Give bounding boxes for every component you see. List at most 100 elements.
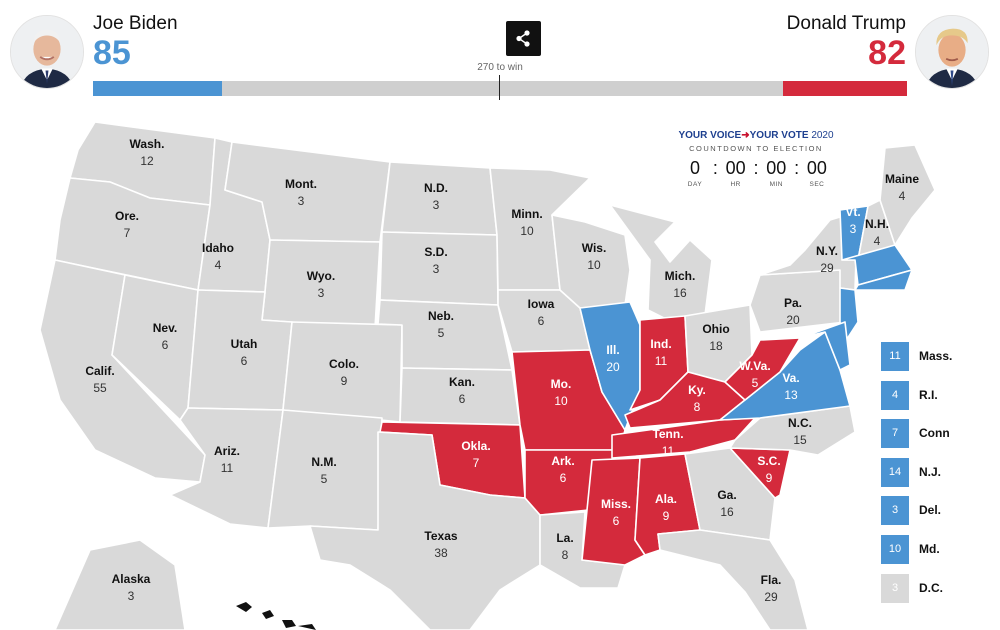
small-state-mass[interactable]: 11 Mass.: [881, 342, 1000, 371]
state-de-md[interactable]: [799, 321, 851, 371]
election-countdown: YOUR VOICE➜YOUR VOTE 2020 COUNTDOWN TO E…: [676, 130, 836, 188]
state-label-ore: Ore.: [115, 209, 139, 223]
small-state-del[interactable]: 3 Del.: [881, 496, 1000, 526]
state-votes-nd: 3: [433, 198, 440, 212]
countdown-seconds: 00 SEC: [804, 159, 830, 188]
state-label-ala: Ala.: [655, 492, 677, 506]
state-votes-ind: 11: [655, 354, 668, 368]
state-label-ill: Ill.: [606, 343, 619, 357]
state-label-ky: Ky.: [688, 383, 706, 397]
countdown-minutes-label: MIN: [769, 181, 783, 188]
state-label-miss: Miss.: [601, 497, 631, 511]
state-label-okla: Okla.: [461, 439, 490, 453]
state-ga[interactable]: [684, 447, 776, 541]
trump-avatar: [915, 15, 989, 89]
state-wis[interactable]: [551, 214, 631, 309]
state-votes-okla: 7: [473, 456, 480, 470]
brand-year: 2020: [811, 130, 834, 141]
countdown-minutes: 00 MIN: [763, 159, 789, 188]
brand-your-vote: YOUR VOTE: [749, 130, 809, 141]
brand-your-voice: YOUR VOICE: [678, 130, 742, 141]
state-label-nev: Nev.: [153, 321, 177, 335]
small-state-label: N.J.: [919, 464, 942, 479]
small-state-votes: 3: [881, 573, 909, 603]
state-label-ariz: Ariz.: [214, 444, 240, 458]
small-state-md[interactable]: 10 Md.: [881, 534, 1000, 564]
state-votes-maine: 4: [899, 189, 906, 203]
state-votes-ore: 7: [124, 226, 131, 240]
small-state-ri[interactable]: 4 R.I.: [881, 380, 1000, 410]
countdown-separator: :: [712, 158, 718, 178]
state-colo[interactable]: [282, 321, 403, 423]
state-label-mich: Mich.: [665, 269, 696, 283]
small-state-conn[interactable]: 7 Conn: [881, 419, 1000, 449]
countdown-seconds-value: 00: [806, 158, 827, 178]
electoral-progress-bar: [93, 81, 907, 96]
state-label-ark: Ark.: [551, 454, 574, 468]
state-label-pa: Pa.: [784, 296, 802, 310]
state-label-sd: S.D.: [424, 245, 447, 259]
state-votes-la: 8: [562, 548, 569, 562]
state-votes-minn: 10: [520, 224, 534, 238]
brand-arrow-icon: ➜: [741, 130, 750, 141]
dem-progress-fill: [93, 81, 222, 96]
trump-electoral-votes: 82: [868, 34, 906, 72]
hawaii-islands: [236, 602, 316, 630]
state-votes-alaska: 3: [128, 589, 135, 603]
state-votes-kan: 6: [459, 392, 466, 406]
biden-electoral-votes: 85: [93, 34, 131, 72]
state-label-ind: Ind.: [650, 337, 671, 351]
state-label-nc: N.C.: [788, 416, 812, 430]
countdown-days: 0 DAY: [682, 159, 708, 188]
small-state-dc[interactable]: 3 D.C.: [881, 573, 1000, 603]
state-votes-wis: 10: [587, 258, 601, 272]
small-state-votes: 11: [881, 342, 909, 371]
state-label-la: La.: [556, 531, 573, 545]
state-nd[interactable]: [381, 161, 498, 236]
state-votes-utah: 6: [241, 354, 248, 368]
state-label-wis: Wis.: [582, 241, 607, 255]
countdown-days-label: DAY: [687, 181, 703, 188]
small-state-label: Mass.: [919, 349, 953, 363]
share-button[interactable]: [506, 21, 541, 56]
state-label-kan: Kan.: [449, 375, 475, 389]
state-label-tenn: Tenn.: [652, 427, 683, 441]
state-label-ny: N.Y.: [816, 244, 838, 258]
state-label-alaska: Alaska: [112, 572, 151, 586]
state-votes-ga: 16: [720, 505, 734, 519]
countdown-seconds-label: SEC: [809, 181, 825, 188]
countdown-separator: :: [753, 158, 759, 178]
state-alaska[interactable]: [54, 539, 186, 630]
us-electoral-map: Wash.12Ore.7Calif.55Idaho4Nev.6Mont.3Wyo…: [39, 121, 936, 630]
state-label-nd: N.D.: [424, 181, 448, 195]
state-votes-pa: 20: [786, 313, 800, 327]
state-label-wash: Wash.: [130, 137, 165, 151]
state-votes-texas: 38: [434, 546, 448, 560]
small-state-label: Conn: [919, 426, 950, 441]
state-label-idaho: Idaho: [202, 241, 234, 255]
state-texas[interactable]: [309, 431, 541, 630]
state-miss[interactable]: [581, 457, 646, 566]
small-state-votes: 3: [881, 496, 909, 526]
state-label-vt: Vt.: [845, 205, 860, 219]
state-votes-ala: 9: [663, 509, 670, 523]
state-wyo[interactable]: [261, 239, 381, 329]
state-ct-ri[interactable]: [854, 269, 913, 291]
state-mich[interactable]: [609, 204, 713, 321]
state-fla[interactable]: [657, 529, 809, 630]
state-votes-nm: 5: [321, 472, 328, 486]
state-votes-ariz: 11: [221, 461, 234, 475]
state-label-minn: Minn.: [511, 207, 542, 221]
state-votes-mo: 10: [554, 394, 568, 408]
win-threshold-marker: [499, 75, 500, 100]
small-state-label: D.C.: [919, 580, 943, 595]
small-state-nj[interactable]: 14 N.J.: [881, 457, 1000, 487]
state-votes-miss: 6: [613, 514, 620, 528]
state-nm[interactable]: [267, 409, 383, 531]
small-state-label: Md.: [919, 541, 940, 556]
countdown-days-value: 0: [689, 158, 700, 178]
small-state-label: R.I.: [919, 387, 938, 402]
small-state-label: Del.: [919, 503, 942, 518]
state-label-nm: N.M.: [311, 455, 336, 469]
win-threshold-label: 270 to win: [477, 62, 523, 73]
